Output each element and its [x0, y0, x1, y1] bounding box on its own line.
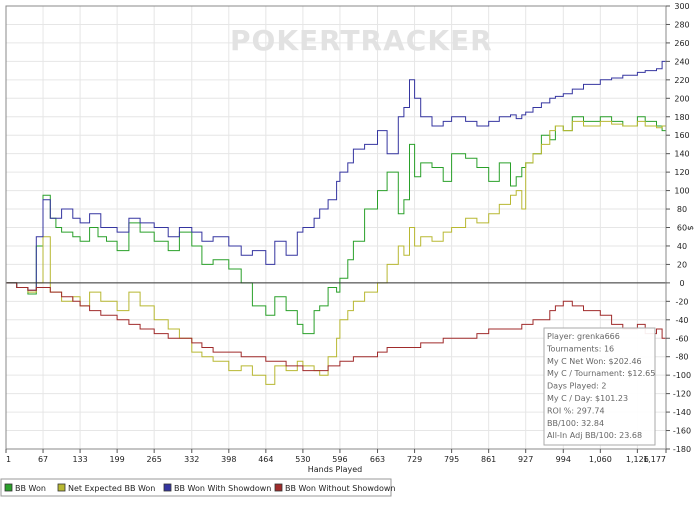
y-tick-label: 100: [674, 187, 689, 196]
info-line: All-In Adj BB/100: 23.68: [547, 431, 642, 440]
series-line-1: [6, 116, 667, 335]
info-line: BB/100: 32.84: [547, 419, 604, 428]
series-line-2: [6, 120, 667, 385]
y-tick-label: 220: [674, 76, 689, 85]
legend-swatch: [163, 483, 172, 492]
x-tick-label: 398: [221, 455, 236, 464]
x-tick-label: 861: [481, 455, 496, 464]
y-tick-label: -180: [673, 445, 691, 454]
info-box-frame: [543, 327, 656, 446]
legend-label: BB Won: [15, 484, 46, 493]
x-tick-label: 133: [72, 455, 87, 464]
x-tick-label: 464: [258, 455, 273, 464]
axes: 3002802602402202001801601401201008060402…: [5, 2, 691, 464]
y-tick-label: 60: [677, 224, 687, 233]
y-axis-title: $: [686, 225, 695, 230]
y-tick-label: 240: [674, 57, 689, 66]
x-tick-label: 1: [6, 455, 11, 464]
x-tick-label: 663: [370, 455, 385, 464]
y-tick-label: -120: [673, 390, 691, 399]
x-tick-label: 1,126: [626, 455, 649, 464]
x-tick-label: 67: [38, 455, 48, 464]
info-line: ROI %: 297.74: [547, 406, 605, 415]
series-line-3: [6, 59, 667, 291]
info-box: Player: grenka666 Tournaments: 16 My C Net…: [543, 327, 656, 446]
legend-swatch: [57, 483, 66, 492]
x-tick-label: 1,177: [643, 455, 666, 464]
x-tick-label: 332: [184, 455, 199, 464]
series-layer: [6, 59, 667, 385]
x-tick-label: 994: [556, 455, 571, 464]
y-tick-label: -160: [673, 427, 691, 436]
info-line: Tournaments: 16: [546, 344, 614, 353]
y-tick-label: 260: [674, 39, 689, 48]
x-tick-label: 530: [295, 455, 310, 464]
y-tick-label: -140: [673, 408, 691, 417]
info-line: Days Played: 2: [547, 382, 607, 391]
info-line: My C / Tournament: $12.65: [547, 369, 655, 378]
y-tick-label: -40: [675, 316, 688, 325]
x-axis-title: Hands Played: [308, 465, 362, 474]
legend-label: Net Expected BB Won: [68, 484, 155, 493]
legend-frame: [0, 478, 392, 497]
y-tick-label: 160: [674, 131, 689, 140]
y-tick-label: 180: [674, 113, 689, 122]
y-tick-label: 80: [677, 205, 687, 214]
legend-label: BB Won Without Showdown: [285, 484, 395, 493]
y-tick-label: -100: [673, 371, 691, 380]
y-tick-label: 20: [677, 260, 687, 269]
x-tick-label: 1,060: [589, 455, 612, 464]
y-tick-label: -80: [675, 353, 688, 362]
y-tick-label: -20: [675, 297, 688, 306]
info-line: My C Net Won: $202.46: [547, 357, 642, 366]
watermark: POKERTRACKER: [230, 24, 493, 57]
x-tick-label: 927: [518, 455, 533, 464]
y-tick-label: 300: [674, 2, 689, 11]
y-tick-label: 40: [677, 242, 687, 251]
y-tick-label: 140: [674, 150, 689, 159]
y-tick-label: 200: [674, 94, 689, 103]
legend-swatch: [274, 483, 283, 492]
legend-swatch: [4, 483, 13, 492]
legend-label: BB Won With Showdown: [174, 484, 271, 493]
legend: BB Won Net Expected BB Won BB Won With Sho…: [0, 478, 395, 497]
info-line: My C / Day: $101.23: [547, 394, 628, 403]
x-tick-label: 265: [147, 455, 162, 464]
y-tick-label: 0: [679, 279, 684, 288]
y-tick-label: 120: [674, 168, 689, 177]
x-tick-label: 729: [407, 455, 422, 464]
x-tick-label: 795: [444, 455, 459, 464]
x-tick-label: 596: [332, 455, 347, 464]
y-tick-label: 280: [674, 20, 689, 29]
series-line-4: [6, 282, 667, 372]
info-line: Player: grenka666: [547, 332, 620, 341]
x-tick-label: 199: [109, 455, 124, 464]
y-tick-label: -60: [675, 334, 688, 343]
